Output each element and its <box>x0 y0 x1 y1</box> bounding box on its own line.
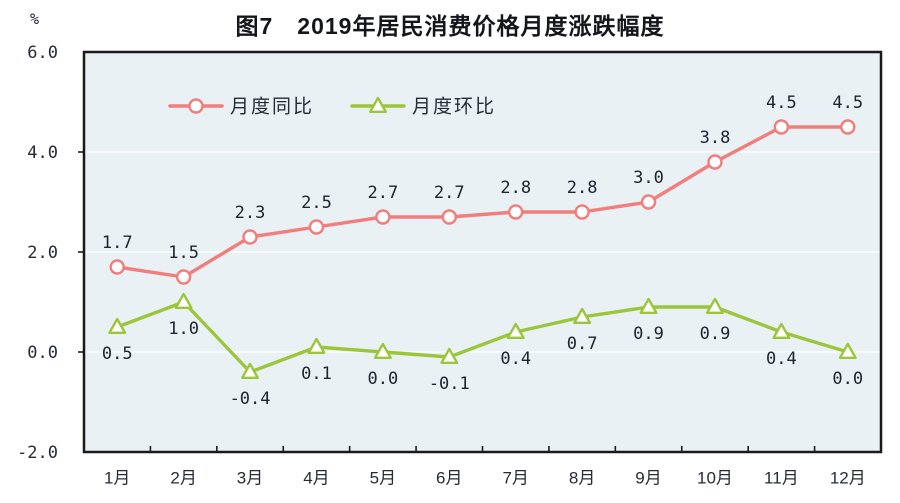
data-label: 2.3 <box>235 203 266 223</box>
x-axis-label: 10月 <box>697 469 733 488</box>
data-label: 3.0 <box>633 168 664 188</box>
y-axis-label: 2.0 <box>27 243 58 263</box>
x-axis-label: 7月 <box>502 469 528 488</box>
data-point-marker <box>772 322 791 339</box>
data-point-marker <box>175 269 192 285</box>
data-point-marker <box>705 297 724 314</box>
data-point-marker <box>174 292 193 309</box>
y-axis-label: 4.0 <box>27 143 58 163</box>
chart-title: 图7 2019年居民消费价格月度涨跌幅度 <box>235 13 665 39</box>
data-point-marker <box>307 337 326 354</box>
legend-label: 月度同比 <box>230 96 314 118</box>
data-point-marker <box>773 119 790 135</box>
data-label: 0.4 <box>766 349 797 369</box>
x-axis-label: 6月 <box>436 469 462 488</box>
legend-marker <box>369 96 387 113</box>
data-label: -0.4 <box>230 389 271 409</box>
y-axis-label: 0.0 <box>27 343 58 363</box>
data-point-marker <box>573 307 592 324</box>
data-label: 1.7 <box>102 233 133 253</box>
data-point-marker <box>375 209 391 225</box>
x-axis-label: 9月 <box>635 469 661 488</box>
data-point-marker <box>308 219 325 235</box>
data-label: 0.5 <box>102 344 133 364</box>
x-axis-label: 3月 <box>237 469 263 488</box>
x-axis-label: 1月 <box>104 469 130 488</box>
legend-label: 月度环比 <box>412 96 496 118</box>
data-point-marker <box>640 194 657 210</box>
data-label: 2.8 <box>567 178 598 198</box>
data-label: 2.7 <box>434 183 465 203</box>
data-label: 0.9 <box>633 324 664 344</box>
data-point-marker <box>241 362 260 379</box>
data-label: 0.7 <box>567 334 598 354</box>
y-axis-unit-label: % <box>30 10 40 28</box>
legend-marker <box>188 98 204 114</box>
series-line-mom <box>115 300 850 374</box>
x-axis-label: 11月 <box>764 469 799 488</box>
data-point-marker <box>506 322 525 339</box>
data-point-marker <box>108 317 127 334</box>
y-axis-label: -2.0 <box>17 443 58 463</box>
data-point-marker <box>109 259 125 275</box>
data-label: 1.5 <box>168 243 199 263</box>
x-axis-label: 12月 <box>830 469 866 488</box>
data-label: 0.1 <box>301 364 332 384</box>
data-label: 0.9 <box>700 324 731 344</box>
data-label: 0.4 <box>500 349 531 369</box>
x-axis-label: 4月 <box>303 469 329 488</box>
x-axis-label: 5月 <box>370 469 396 488</box>
data-point-marker <box>440 347 459 364</box>
data-label: -0.1 <box>429 374 470 394</box>
data-label: 1.0 <box>168 319 199 339</box>
data-label: 2.7 <box>368 183 399 203</box>
series-line-yoy <box>115 125 850 279</box>
data-label: 2.5 <box>301 193 332 213</box>
data-point-marker <box>707 154 723 170</box>
data-point-marker <box>508 204 524 220</box>
data-label: 2.8 <box>500 178 531 198</box>
x-axis-label: 2月 <box>170 469 196 488</box>
data-point-marker <box>373 342 392 359</box>
x-axis-label: 8月 <box>569 469 595 488</box>
data-point-marker <box>242 229 258 245</box>
data-point-marker <box>840 119 856 135</box>
data-label: 4.5 <box>766 93 797 113</box>
data-point-marker <box>574 204 590 220</box>
data-label: 4.5 <box>832 93 863 113</box>
data-label: 0.0 <box>832 369 863 389</box>
data-label: 0.0 <box>368 369 399 389</box>
data-point-marker <box>441 209 457 225</box>
data-label: 3.8 <box>700 128 731 148</box>
y-axis-label: 6.0 <box>27 43 58 63</box>
data-point-marker <box>639 297 658 314</box>
data-point-marker <box>838 342 857 359</box>
